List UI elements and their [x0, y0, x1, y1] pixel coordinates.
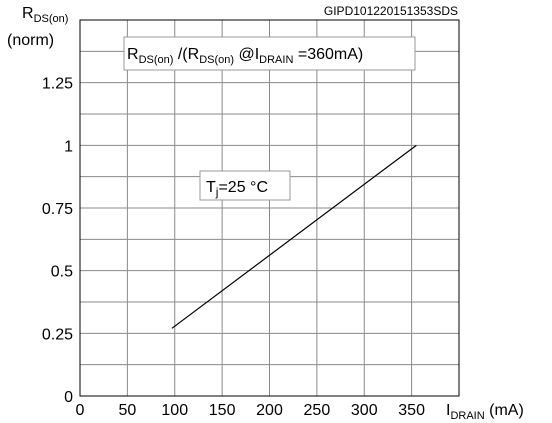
- x-axis-label-sub: DRAIN: [450, 410, 484, 422]
- annotation: Tj=25 °C: [206, 179, 268, 199]
- y-axis-label: RDS(on): [22, 5, 68, 25]
- x-tick-label: 0: [76, 402, 85, 419]
- title-r: R: [127, 46, 139, 63]
- annotation-j: j: [215, 185, 219, 199]
- y-tick-label: 1.25: [42, 76, 73, 93]
- title-ds-on: DS(on): [139, 54, 174, 66]
- series-line: [171, 144, 417, 329]
- x-tick-label: 250: [304, 402, 331, 419]
- annotation-rest: =25 °C: [218, 179, 268, 196]
- tick-layer: 0 50 100 150 200 250 300 350 0 0.25 0.5 0.75 1 1.25: [42, 76, 425, 419]
- annotation-t: T: [206, 179, 216, 196]
- y-tick-label: 0.75: [42, 201, 73, 218]
- x-tick-label: 50: [118, 402, 136, 419]
- y-tick-label: 0: [64, 389, 73, 406]
- x-axis-label-unit: (mA): [485, 402, 524, 419]
- y-tick-label: 0.25: [42, 326, 73, 343]
- x-axis-label-main: I: [446, 402, 450, 419]
- title-at-i: @I: [234, 46, 259, 63]
- title-box: [123, 36, 416, 71]
- series-layer: [171, 144, 417, 329]
- plot-frame: [79, 19, 460, 397]
- y-tick-label: 0.5: [51, 264, 73, 281]
- title-ds-on-2: DS(on): [199, 54, 234, 66]
- title-end: =360mA): [293, 46, 363, 63]
- y-tick-label: 1: [64, 138, 73, 155]
- x-tick-label: 200: [256, 402, 283, 419]
- title-mid: /(R: [173, 46, 199, 63]
- y-axis-label-sub: DS(on): [34, 13, 69, 25]
- y-axis-unit: (norm): [7, 32, 54, 49]
- chart-title: RDS(on) /(RDS(on) @IDRAIN =360mA): [127, 46, 363, 66]
- x-tick-label: 150: [209, 402, 236, 419]
- chart-code: GIPD101220151353SDS: [324, 4, 458, 18]
- x-tick-label: 350: [398, 402, 425, 419]
- y-axis-label-main: R: [22, 5, 34, 22]
- title-drain: DRAIN: [259, 54, 293, 66]
- annotation-box: [199, 170, 291, 201]
- x-tick-label: 300: [351, 402, 378, 419]
- x-axis-label: IDRAIN (mA): [446, 402, 524, 422]
- x-tick-label: 100: [161, 402, 188, 419]
